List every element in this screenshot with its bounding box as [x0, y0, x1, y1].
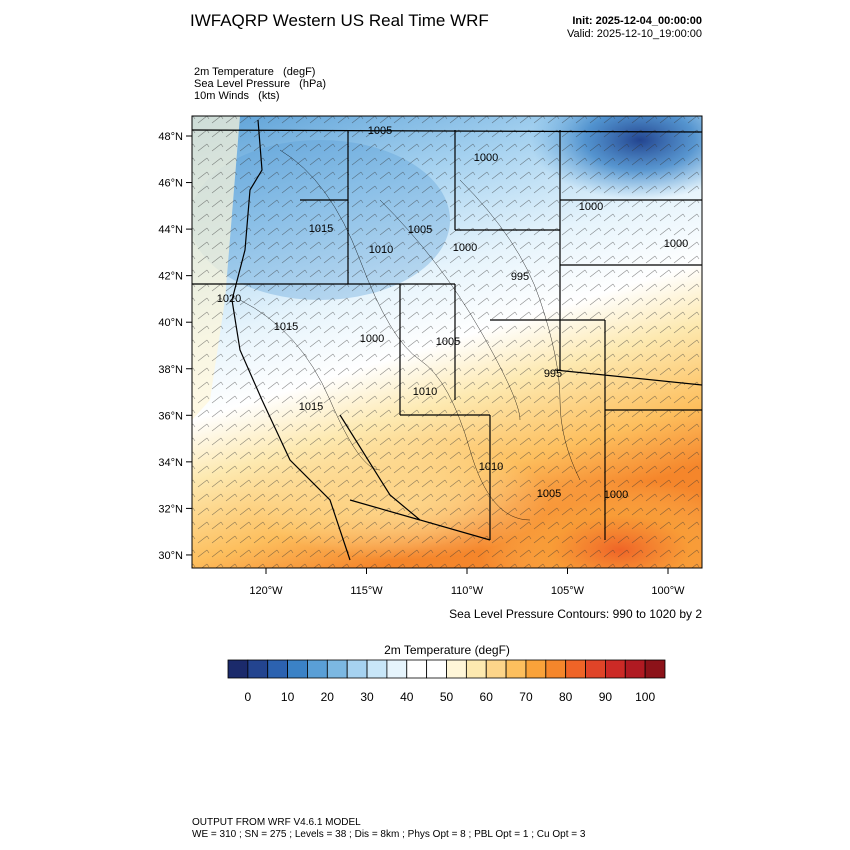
lat-label: 46°N — [158, 178, 183, 190]
colorbar-swatch — [446, 659, 467, 679]
colorbar-swatch — [346, 659, 368, 679]
colorbar-swatch — [465, 659, 487, 679]
colorbar-title: 2m Temperature (degF) — [384, 643, 510, 657]
colorbar-swatch — [366, 659, 388, 679]
contour-label: 995 — [511, 271, 529, 283]
field-label: Sea Level Pressure (hPa) — [194, 78, 326, 90]
colorbar-label: 60 — [480, 690, 494, 704]
colorbar-label: 30 — [360, 690, 374, 704]
colorbar-swatch — [585, 659, 606, 679]
lat-label: 32°N — [158, 503, 183, 515]
colorbar-label: 80 — [559, 690, 573, 704]
contour-label: 1000 — [360, 333, 384, 345]
map-labels: 48°N 46°N 44°N 42°N 40°N 38°N 36°N 34°N 32°N 30°N… — [158, 125, 688, 597]
contour-label: 1005 — [408, 224, 432, 236]
lon-label: 120°W — [249, 585, 283, 597]
lat-label: 44°N — [158, 224, 183, 236]
colorbar-swatch — [227, 659, 249, 679]
contour-label: 1020 — [217, 293, 241, 305]
contour-label: 1015 — [309, 223, 333, 235]
lat-label: 34°N — [158, 457, 183, 469]
contour-label: 1000 — [664, 238, 688, 250]
lon-label: 100°W — [651, 585, 685, 597]
lat-label: 36°N — [158, 410, 183, 422]
colorbar-swatch — [406, 659, 428, 679]
footer-line: OUTPUT FROM WRF V4.6.1 MODEL — [192, 817, 361, 828]
colorbar-swatch — [624, 659, 646, 679]
field-list: 2m Temperature (degF)Sea Level Pressure … — [194, 66, 326, 102]
lat-label: 30°N — [158, 550, 183, 562]
lat-label: 42°N — [158, 271, 183, 283]
footer-line: WE = 310 ; SN = 275 ; Levels = 38 ; Dis … — [192, 829, 586, 840]
contour-label: 1010 — [479, 461, 503, 473]
colorbar-swatch — [287, 659, 308, 679]
lat-label: 38°N — [158, 364, 183, 376]
colorbar-swatch — [426, 659, 447, 679]
field-label: 10m Winds (kts) — [194, 90, 280, 102]
colorbar-swatch — [644, 659, 666, 679]
colorbar-label: 90 — [599, 690, 613, 704]
contour-label: 1015 — [274, 321, 298, 333]
lon-label: 110°W — [451, 585, 484, 597]
map-frame — [191, 115, 703, 569]
contour-label: 1000 — [579, 201, 603, 213]
contour-label: 1005 — [368, 125, 392, 137]
colorbar-swatch — [326, 659, 348, 679]
colorbar-label: 40 — [400, 690, 414, 704]
contour-label: 1000 — [474, 152, 498, 164]
contour-note: Sea Level Pressure Contours: 990 to 1020… — [449, 607, 702, 621]
contour-label: 1010 — [369, 244, 393, 256]
colorbar-swatch — [545, 659, 567, 679]
colorbar: 0 10 20 30 40 50 60 70 80 90 100 — [227, 659, 666, 704]
lon-label: 115°W — [350, 585, 383, 597]
colorbar-swatch — [565, 659, 586, 679]
contour-label: 1015 — [299, 401, 323, 413]
init-time: Init: 2025-12-04_00:00:00 — [572, 15, 702, 27]
field-label: 2m Temperature (degF) — [194, 66, 315, 78]
colorbar-label: 50 — [440, 690, 454, 704]
colorbar-label: 100 — [635, 690, 655, 704]
contour-label: 1000 — [453, 242, 477, 254]
colorbar-swatch — [525, 659, 547, 679]
colorbar-swatch — [307, 659, 328, 679]
colorbar-swatch — [247, 659, 269, 679]
colorbar-swatch — [605, 659, 626, 679]
title: IWFAQRP Western US Real Time WRF — [190, 11, 489, 30]
colorbar-swatch — [267, 659, 288, 679]
contour-label: 1005 — [537, 488, 561, 500]
colorbar-label: 0 — [245, 690, 252, 704]
colorbar-label: 70 — [519, 690, 533, 704]
lon-label: 105°W — [551, 585, 585, 597]
colorbar-swatch — [485, 659, 507, 679]
colorbar-label: 10 — [281, 690, 295, 704]
lat-label: 40°N — [158, 317, 183, 329]
colorbar-swatch — [505, 659, 527, 679]
valid-time: Valid: 2025-12-10_19:00:00 — [567, 28, 702, 40]
lat-label: 48°N — [158, 131, 183, 143]
map — [192, 116, 702, 568]
contour-label: 995 — [544, 368, 562, 380]
contour-label: 1000 — [604, 489, 628, 501]
colorbar-swatch — [386, 659, 408, 679]
contour-label: 1005 — [436, 336, 460, 348]
contour-label: 1010 — [413, 386, 437, 398]
colorbar-label: 20 — [321, 690, 335, 704]
